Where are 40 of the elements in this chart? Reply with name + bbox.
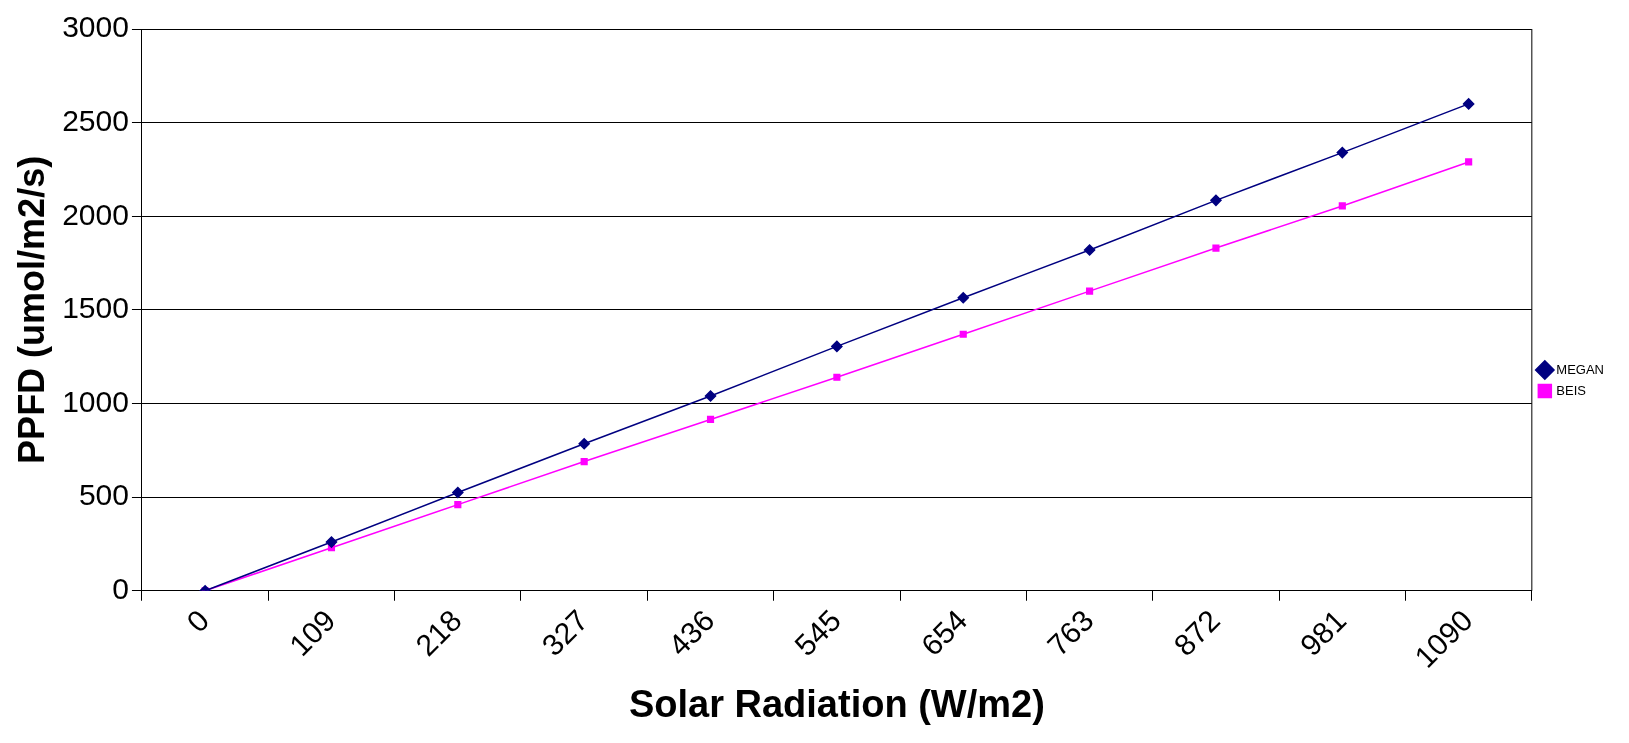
point [959,330,967,338]
point [1210,194,1222,207]
point [704,390,717,402]
y-tick-label: 1500 [62,291,129,325]
point [831,340,843,353]
x-tick-label: 872 [1167,603,1227,662]
x-tick-label: 981 [1293,603,1353,662]
x-tick-label: 218 [409,603,468,662]
point [706,415,715,423]
point [1086,287,1094,295]
point [325,536,338,548]
y-tick-label: 0 [112,572,129,606]
y-tick-label: 1000 [62,384,129,418]
point [580,457,588,466]
x-axis-title: Solar Radiation (W/m2) [628,682,1045,725]
x-tick-label: 109 [282,603,342,662]
point [1465,158,1473,166]
x-tick-label: 0 [180,603,216,639]
point [957,291,969,304]
point [578,438,590,450]
point [1338,202,1346,210]
x-tick-label: 327 [535,603,595,662]
x-tick-label: 763 [1040,603,1100,662]
y-tick-label: 500 [78,478,129,512]
y-tick-label: 2000 [62,197,129,231]
point [1462,98,1475,110]
legend-label: MEGAN [1556,361,1604,377]
y-tick-label: 2500 [62,103,129,137]
point [454,501,462,509]
point [833,373,841,381]
point [1336,146,1349,159]
y-axis-title: PPFD (umol/m2/s) [10,155,52,464]
y-tick-label: 3000 [62,10,129,44]
point [452,486,464,499]
point [1212,244,1220,252]
point [1083,244,1096,256]
legend-label: BEIS [1556,382,1587,398]
x-tick-label: 654 [914,603,974,662]
x-tick-label: 436 [661,603,721,662]
x-tick-label: 545 [788,603,847,662]
